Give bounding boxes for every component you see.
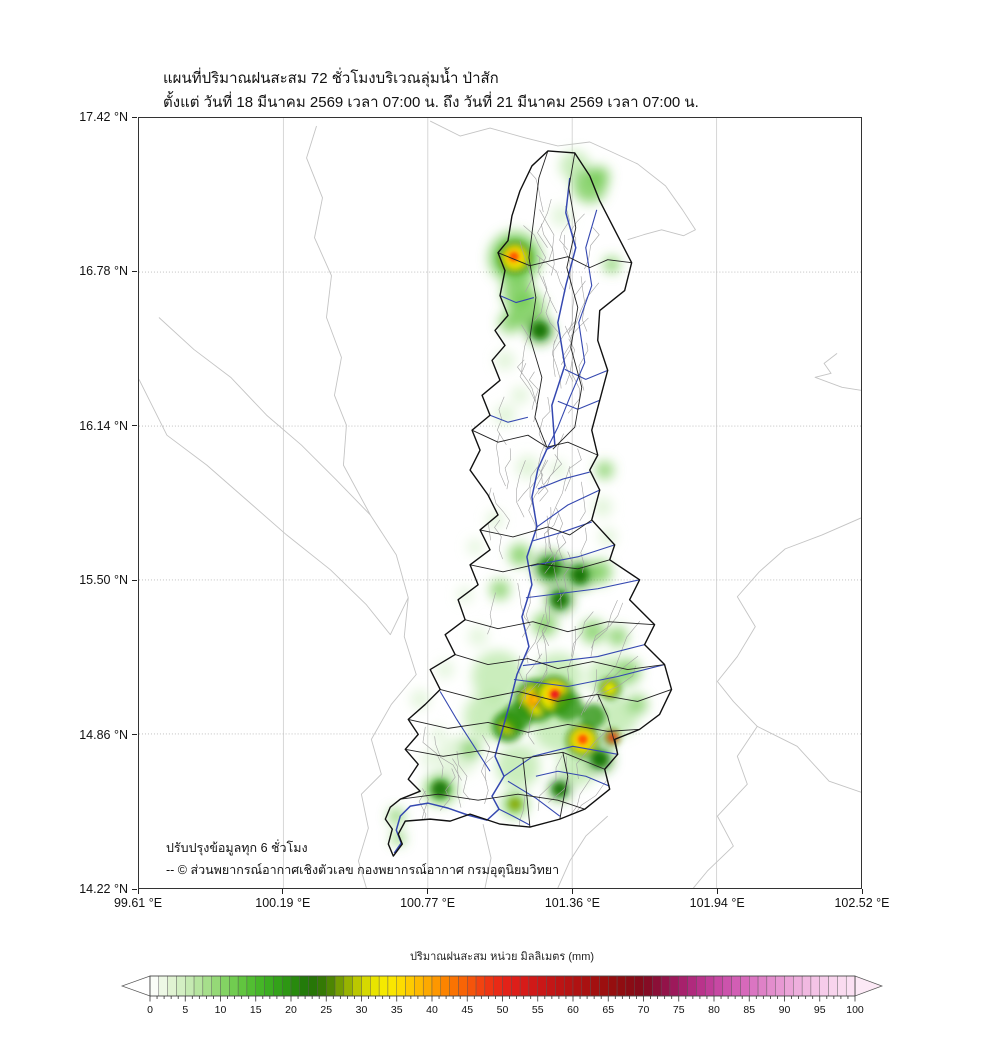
x-tick-label: 99.61 °E: [113, 896, 163, 910]
x-tick-mark: [716, 889, 718, 894]
x-tick-label: 100.19 °E: [255, 896, 311, 910]
x-tick-mark: [427, 889, 429, 894]
map-title-line1: แผนที่ปริมาณฝนสะสม 72 ชั่วโมงบริเวณลุ่มน…: [163, 70, 499, 87]
x-tick-mark: [282, 889, 284, 894]
x-tick-label: 100.77 °E: [400, 896, 456, 910]
colorbar-tick-label: 75: [673, 1004, 685, 1016]
y-tick-label: 16.78 °N: [79, 264, 128, 279]
colorbar-tick-label: 100: [846, 1004, 864, 1016]
colorbar-tick-label: 20: [285, 1004, 297, 1016]
colorbar-tick-label: 0: [147, 1004, 153, 1016]
colorbar: 0 5 10 15 20 25 30 35 40 45 50 55 60 65 70 75 80 85 90 95 10…: [120, 975, 884, 1016]
x-tick-label: 102.52 °E: [834, 896, 890, 910]
colorbar-tick-label: 90: [779, 1004, 791, 1016]
y-tick-mark: [132, 579, 137, 581]
update-frequency-note: ปรับปรุงข้อมูลทุก 6 ชั่วโมง: [166, 841, 308, 855]
colorbar-tick-label: 65: [602, 1004, 614, 1016]
colorbar-tick-label: 25: [320, 1004, 332, 1016]
colorbar-tick-label: 80: [708, 1004, 720, 1016]
colorbar-tick-label: 55: [532, 1004, 544, 1016]
colorbar-tick-label: 85: [743, 1004, 755, 1016]
graticule-gridlines: [139, 118, 861, 888]
y-tick-label: 14.86 °N: [79, 727, 128, 742]
copyright-note: -- © ส่วนพยากรณ์อากาศเชิงตัวเลข กองพยากร…: [166, 863, 560, 877]
x-tick-label: 101.36 °E: [544, 896, 600, 910]
y-tick-label: 15.50 °N: [79, 573, 128, 588]
colorbar-tick-label: 10: [215, 1004, 227, 1016]
x-tick-mark: [571, 889, 573, 894]
colorbar-tick-label: 50: [497, 1004, 509, 1016]
colorbar-tick-label: 5: [182, 1004, 188, 1016]
y-tick-mark: [132, 270, 137, 272]
colorbar-tick-label: 70: [638, 1004, 650, 1016]
colorbar-tick-label: 30: [356, 1004, 368, 1016]
subbasin-boundaries: [400, 150, 672, 828]
map-plot-area: ปรับปรุงข้อมูลทุก 6 ชั่วโมง -- © ส่วนพยา…: [138, 117, 862, 889]
y-tick-mark: [132, 734, 137, 736]
x-tick-mark: [137, 889, 139, 894]
river-network: [393, 177, 665, 854]
colorbar-title: ปริมาณฝนสะสม หน่วย มิลลิเมตร (mm): [409, 951, 595, 963]
province-boundaries: [139, 120, 861, 888]
y-tick-mark: [132, 425, 137, 427]
y-tick-label: 14.22 °N: [79, 882, 128, 896]
map-title-line2: ตั้งแต่ วันที่ 18 มีนาคม 2569 เวลา 07:00…: [163, 94, 699, 111]
y-tick-label: 17.42 °N: [79, 110, 128, 124]
y-tick-mark: [132, 116, 137, 118]
basin-outline: [384, 150, 673, 857]
basin-map-canvas: [139, 118, 861, 888]
x-tick-mark: [861, 889, 863, 894]
y-tick-mark: [132, 888, 137, 890]
colorbar-tick-label: 15: [250, 1004, 262, 1016]
x-tick-label: 101.94 °E: [689, 896, 745, 910]
colorbar-tick-label: 95: [814, 1004, 826, 1016]
y-tick-label: 16.14 °N: [79, 418, 128, 433]
colorbar-tick-label: 60: [567, 1004, 579, 1016]
colorbar-tick-label: 35: [391, 1004, 403, 1016]
colorbar-tick-label: 40: [426, 1004, 438, 1016]
colorbar-tick-label: 45: [461, 1004, 473, 1016]
